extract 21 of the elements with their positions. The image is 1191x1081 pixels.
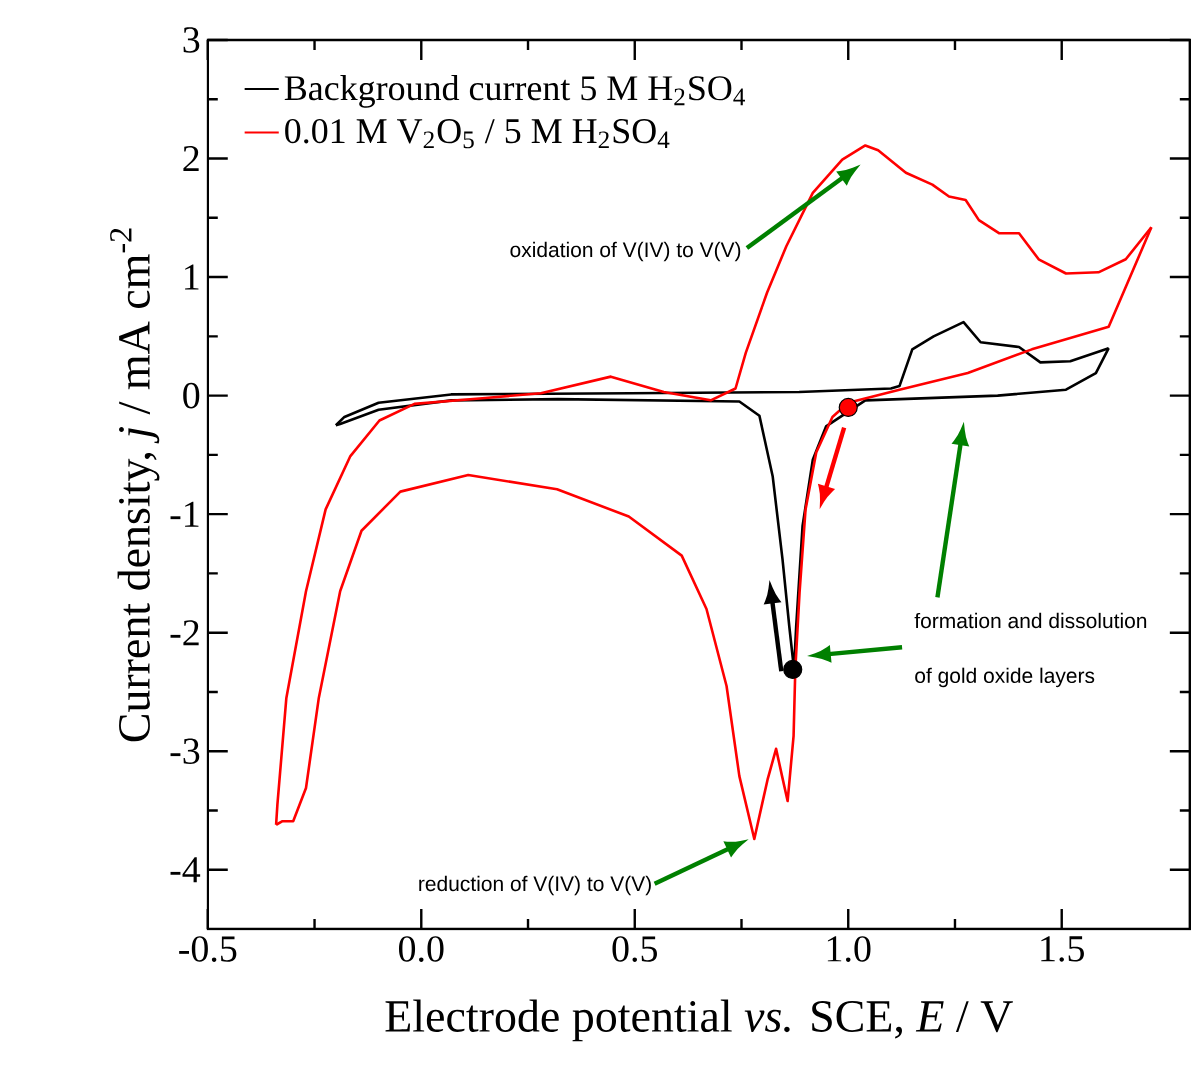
y-tick-label: -3 <box>170 738 200 765</box>
x-tick-label: 1.5 <box>1041 936 1084 962</box>
y-tick-label: -1 <box>170 501 199 527</box>
x-tick-label: 1.0 <box>827 936 871 962</box>
y-tick-label: 1 <box>185 264 199 290</box>
annotation: of gold oxide layers <box>915 667 1095 688</box>
y-tick-label: 0 <box>183 382 200 409</box>
legend-label: Background current 5 M H$_{2}$SO$_{4}$ <box>284 75 746 108</box>
y-axis-title: Current density, j / mA cm$^{-2}$ <box>110 228 160 742</box>
annotation: formation and dissolution <box>914 612 1147 629</box>
y-tick-label: -2 <box>170 620 199 646</box>
y-tick-label: -4 <box>170 857 201 883</box>
x-tick-label: 0.0 <box>398 936 444 962</box>
y-tick-label: 2 <box>183 145 199 172</box>
annotation: reduction of V(IV) to V(V) <box>419 875 651 896</box>
annotation: oxidation of V(IV) to V(V) <box>510 241 741 262</box>
x-tick-label: 0.5 <box>612 936 657 962</box>
x-tick-label: -0.5 <box>179 936 237 962</box>
legend-label: 0.01 M V$_{2}$O$_{5}$ / 5 M H$_{2}$SO$_{4}$ <box>285 119 670 149</box>
y-tick-label: 3 <box>183 27 200 53</box>
x-axis-title: Electrode potential vs. SCE, E / V <box>385 999 1013 1042</box>
